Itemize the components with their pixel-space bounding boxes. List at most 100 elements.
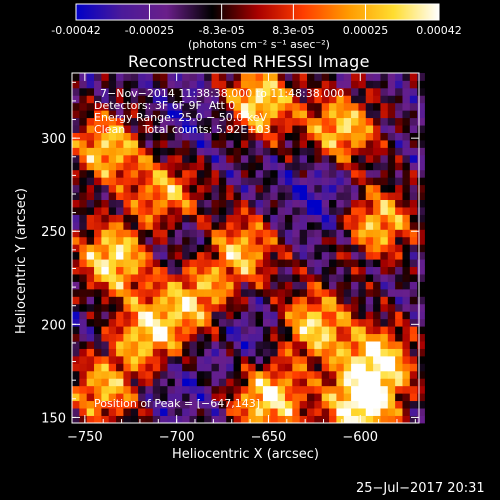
heatmap-cell xyxy=(204,169,212,178)
heatmap-cell xyxy=(189,303,198,312)
heatmap-cell xyxy=(395,244,403,253)
heatmap-cell xyxy=(167,393,176,402)
heatmap-cell xyxy=(240,95,249,104)
heatmap-cell xyxy=(233,192,242,200)
heatmap-cell xyxy=(395,348,403,357)
heatmap-cell xyxy=(270,363,279,372)
heatmap-cell xyxy=(321,162,330,171)
heatmap-cell xyxy=(409,251,418,260)
heatmap-cell xyxy=(270,311,279,320)
heatmap-cell xyxy=(86,378,95,387)
heatmap-cell xyxy=(292,162,301,171)
heatmap-cell xyxy=(152,184,161,193)
heatmap-cell xyxy=(152,221,161,230)
heatmap-cell xyxy=(167,102,176,111)
heatmap-cell xyxy=(299,326,308,335)
heatmap-cell xyxy=(72,110,80,119)
heatmap-cell xyxy=(182,184,190,193)
heatmap-cell xyxy=(284,251,293,260)
heatmap-cell xyxy=(351,214,359,223)
heatmap-cell xyxy=(240,408,249,416)
heatmap-cell xyxy=(196,207,205,215)
heatmap-cell xyxy=(314,221,323,230)
heatmap-cell xyxy=(167,199,176,208)
heatmap-cell xyxy=(218,408,227,416)
heatmap-cell xyxy=(79,311,88,320)
heatmap-cell xyxy=(307,95,315,104)
heatmap-cell xyxy=(277,311,286,320)
heatmap-cell xyxy=(152,281,161,290)
heatmap-cell xyxy=(292,117,301,126)
heatmap-cell xyxy=(321,132,330,141)
heatmap-cell xyxy=(218,311,227,320)
heatmap-cell xyxy=(409,207,418,215)
heatmap-cell xyxy=(299,147,308,156)
heatmap-cell xyxy=(145,266,154,275)
heatmap-cell xyxy=(270,400,279,409)
heatmap-cell xyxy=(167,318,176,327)
heatmap-cell xyxy=(380,162,389,171)
heatmap-cell xyxy=(123,199,132,208)
heatmap-cell xyxy=(94,140,102,148)
heatmap-cell xyxy=(94,259,102,268)
heatmap-cell xyxy=(277,132,286,141)
heatmap-cell xyxy=(380,154,389,163)
heatmap-cell xyxy=(380,378,389,387)
heatmap-cell xyxy=(343,192,352,200)
heatmap-cell xyxy=(409,400,418,409)
heatmap-cell xyxy=(262,385,271,394)
heatmap-cell xyxy=(387,393,396,402)
heatmap-cell xyxy=(329,311,337,320)
heatmap-cell xyxy=(138,87,146,96)
heatmap-cell xyxy=(160,169,168,178)
heatmap-cell xyxy=(284,125,293,133)
heatmap-cell xyxy=(226,281,234,290)
heatmap-cell xyxy=(262,400,271,409)
heatmap-cell xyxy=(226,370,234,379)
heatmap-cell xyxy=(336,288,345,297)
heatmap-cell xyxy=(262,154,271,163)
heatmap-cell xyxy=(262,341,271,349)
heatmap-cell xyxy=(152,348,161,357)
heatmap-cell xyxy=(108,415,117,424)
heatmap-cell xyxy=(72,281,80,290)
heatmap-cell xyxy=(321,73,330,81)
heatmap-cell xyxy=(365,370,374,379)
heatmap-cell xyxy=(160,154,168,163)
heatmap-cell xyxy=(218,221,227,230)
heatmap-cell xyxy=(196,117,205,126)
heatmap-cell xyxy=(138,378,146,387)
heatmap-cell xyxy=(387,229,396,238)
heatmap-cell xyxy=(284,296,293,305)
heatmap-cell xyxy=(218,199,227,208)
heatmap-cell xyxy=(329,393,337,402)
heatmap-cell xyxy=(329,415,337,424)
heatmap-cell xyxy=(248,281,256,290)
heatmap-cell xyxy=(130,288,139,297)
heatmap-cell xyxy=(204,236,212,245)
heatmap-cell xyxy=(395,80,403,89)
heatmap-cell xyxy=(123,177,132,186)
heatmap-cell xyxy=(321,348,330,357)
heatmap-cell xyxy=(189,370,198,379)
heatmap-cells xyxy=(72,73,425,424)
heatmap-cell xyxy=(358,385,367,394)
heatmap-cell xyxy=(233,318,242,327)
heatmap-cell xyxy=(307,177,315,186)
heatmap-cell xyxy=(189,355,198,364)
heatmap-cell xyxy=(160,199,168,208)
heatmap-cell xyxy=(343,303,352,312)
heatmap-cell xyxy=(262,229,271,238)
heatmap-cell xyxy=(204,192,212,200)
heatmap-cell xyxy=(204,73,212,81)
heatmap-cell xyxy=(358,341,367,349)
heatmap-cell xyxy=(226,80,234,89)
heatmap-cell xyxy=(321,244,330,253)
heatmap-cell xyxy=(240,393,249,402)
heatmap-cell xyxy=(417,117,425,126)
heatmap-cell xyxy=(101,326,110,335)
heatmap-cell xyxy=(329,184,337,193)
heatmap-cell xyxy=(343,348,352,357)
heatmap-cell xyxy=(233,296,242,305)
heatmap-cell xyxy=(152,400,161,409)
